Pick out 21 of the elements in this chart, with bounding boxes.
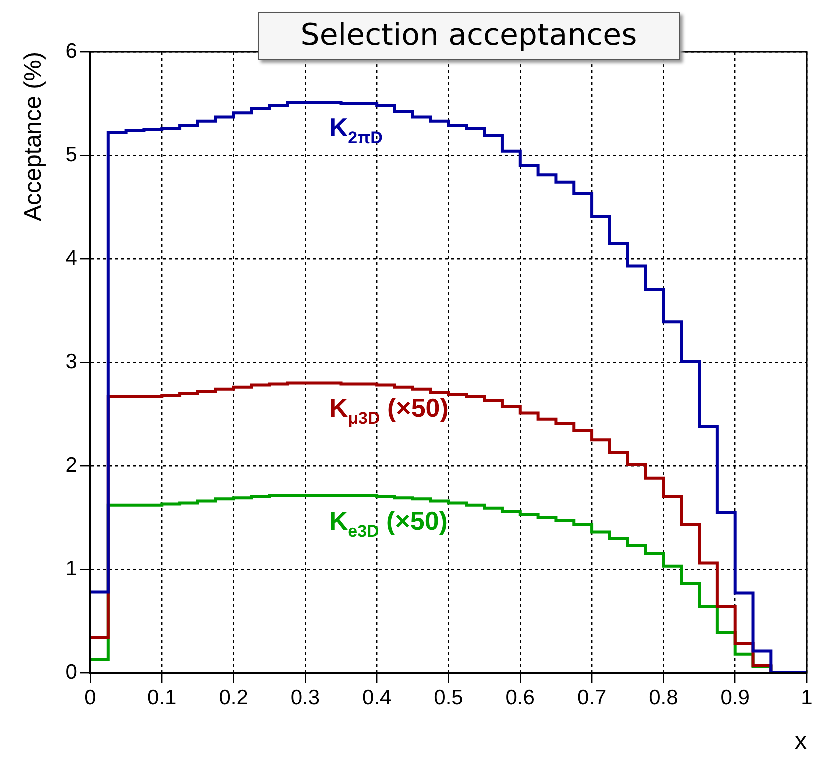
y-tick-label: 3	[66, 350, 78, 374]
x-tick-label: 0.5	[434, 686, 464, 710]
chart-title: Selection acceptances	[258, 12, 680, 60]
x-tick-label: 0.2	[219, 686, 248, 710]
x-tick-label: 0.4	[362, 686, 392, 710]
y-tick-label: 6	[66, 40, 78, 63]
x-tick-label: 0.3	[290, 686, 320, 710]
x-tick-label: 0.9	[720, 686, 750, 710]
y-tick-label: 1	[66, 557, 78, 580]
y-tick-label: 4	[66, 246, 78, 270]
x-tick-label: 0.8	[649, 686, 678, 710]
x-tick-label: 0.6	[506, 686, 535, 710]
x-tick-label: 0	[84, 686, 96, 710]
x-tick-label: 1	[801, 686, 813, 710]
x-axis-title: x	[795, 728, 807, 756]
y-tick-label: 2	[66, 454, 78, 477]
y-tick-label: 0	[66, 660, 78, 684]
y-axis-title: Acceptance (%)	[20, 52, 48, 222]
x-tick-label: 0.7	[577, 686, 607, 710]
y-tick-label: 5	[66, 143, 78, 166]
x-tick-label: 0.1	[148, 686, 177, 710]
